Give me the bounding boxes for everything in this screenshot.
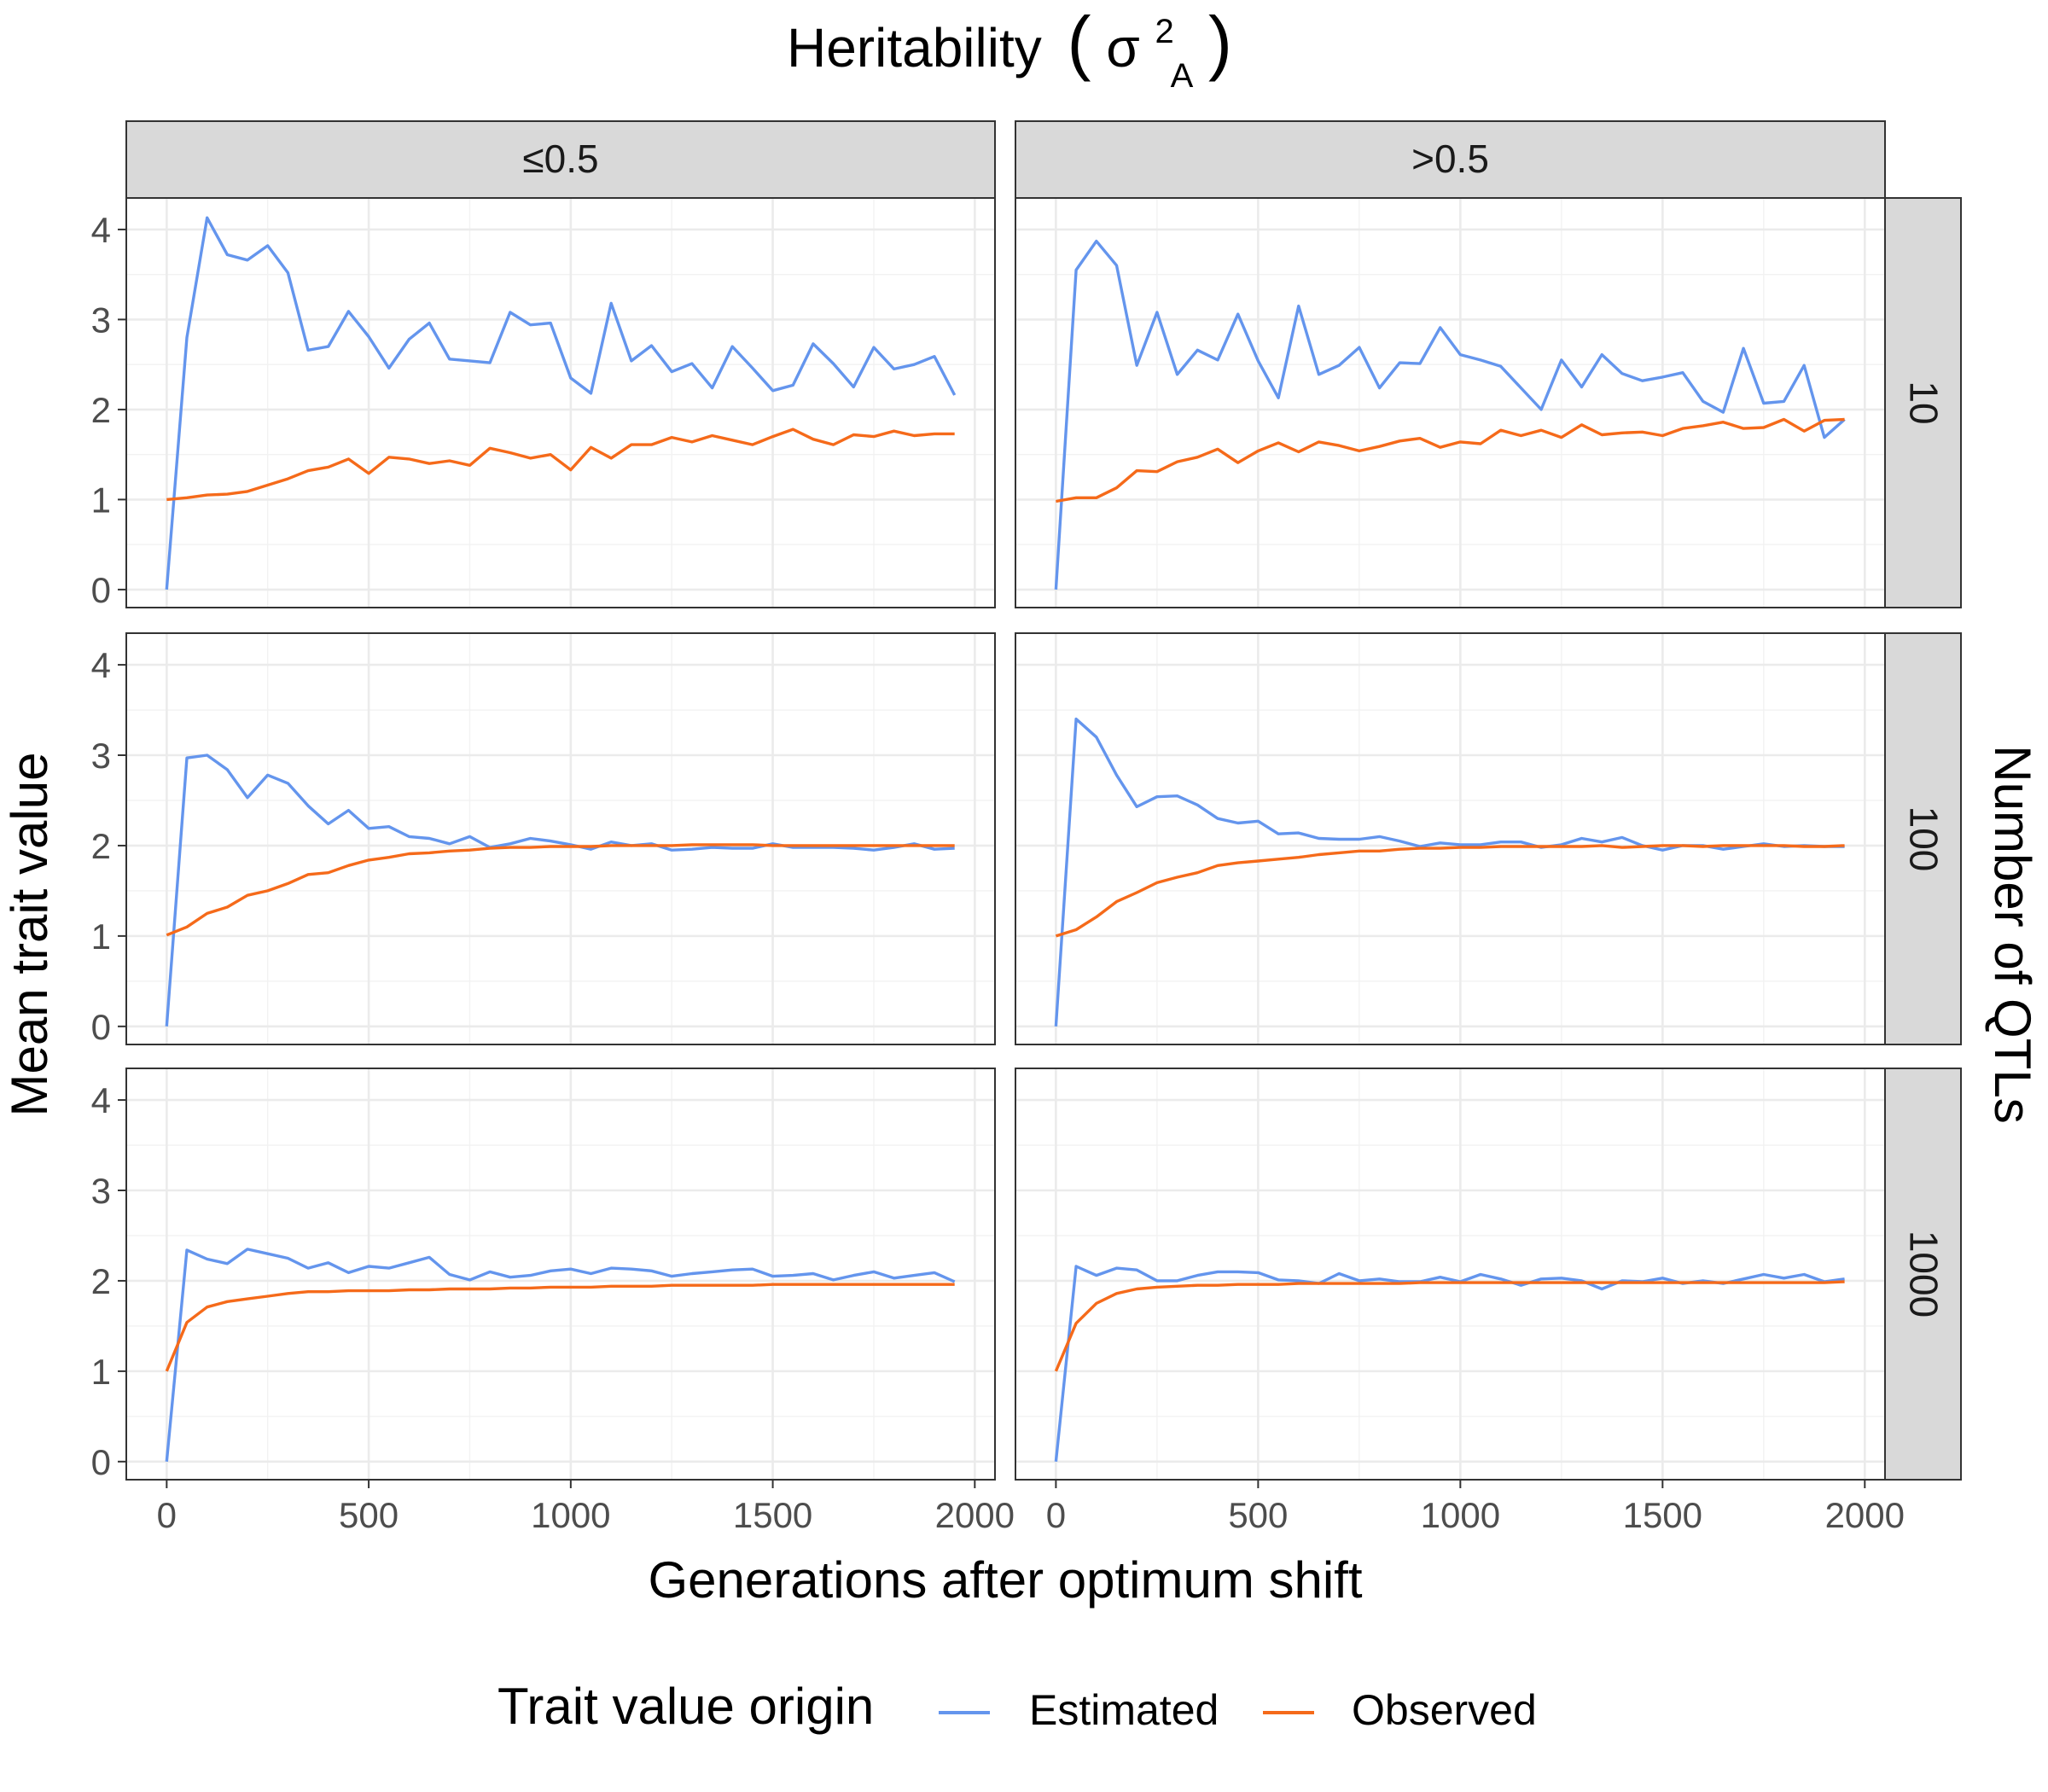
top-title-text: Heritability: [787, 17, 1042, 79]
panel-border: [1015, 632, 1886, 1045]
panel-5: 0 1 2 3 4 0 500 1000 1500 2000: [91, 1068, 1015, 1535]
series-line-observed: [165, 1283, 955, 1372]
panel-1: 0 1 2 3 4: [91, 197, 996, 610]
panel-background: [126, 1068, 995, 1480]
top-title-open-paren: (: [1068, 2, 1091, 82]
row-strip-3: [1884, 1068, 1962, 1481]
panel-3: 0 1 2 3 4: [91, 632, 996, 1047]
column-strip-label-2: >0.5: [1411, 137, 1489, 181]
column-strip-2: [1015, 120, 1886, 199]
x-axis-title: Generations after optimum shift: [648, 1551, 1362, 1609]
series-line-observed: [1055, 844, 1845, 938]
legend: Trait value origin Estimated Observed: [497, 1678, 1537, 1735]
y-tick-label: 3: [91, 1171, 111, 1211]
row-strip-label-3: 1000: [1902, 1231, 1946, 1318]
right-facet-title: Number of QTLs: [1984, 745, 2041, 1123]
x-tick-label: 1500: [733, 1495, 812, 1535]
y-tick-label: 0: [91, 570, 111, 610]
y-tick-label: 0: [91, 1442, 111, 1482]
series-line-estimated: [165, 753, 955, 1027]
panel-background: [126, 198, 995, 608]
y-tick-label: 4: [91, 645, 111, 685]
panel-border: [1015, 1068, 1886, 1481]
panel-background: [126, 633, 995, 1044]
x-tick-label: 500: [1228, 1495, 1288, 1535]
x-tick-label: 1000: [1421, 1495, 1500, 1535]
panel-background: [1015, 1068, 1885, 1480]
panel-2: [1015, 197, 1886, 608]
y-tick-label: 2: [91, 1261, 111, 1301]
top-title-symbol: σ: [1106, 17, 1140, 79]
top-title-superscript: 2: [1155, 13, 1174, 50]
y-tick-label: 2: [91, 390, 111, 430]
row-strip-label-2: 100: [1902, 806, 1946, 872]
legend-label-observed: Observed: [1352, 1686, 1537, 1734]
y-tick-label: 1: [91, 1352, 111, 1392]
x-tick-label: 0: [1046, 1495, 1066, 1535]
panel-background: [1015, 633, 1885, 1044]
series-line-observed: [166, 428, 955, 502]
panel-4: [1015, 632, 1886, 1045]
top-title-subscript: A: [1171, 57, 1194, 95]
x-tick-label: 1000: [531, 1495, 610, 1535]
series-line-estimated: [165, 216, 957, 591]
column-strip-label-1: ≤0.5: [522, 137, 598, 181]
y-tick-label: 4: [91, 1080, 111, 1120]
y-tick-label: 0: [91, 1007, 111, 1047]
top-title-close-paren: ): [1208, 2, 1232, 82]
panel-border: [1015, 197, 1886, 608]
panel-border: [125, 197, 996, 608]
series-line-estimated: [165, 1248, 956, 1462]
series-line-estimated: [1054, 239, 1846, 591]
panel-background: [1015, 198, 1885, 608]
x-tick-label: 500: [339, 1495, 399, 1535]
x-tick-label: 0: [157, 1495, 177, 1535]
y-tick-label: 1: [91, 916, 111, 957]
panel-border: [125, 632, 996, 1045]
x-tick-label: 1500: [1623, 1495, 1702, 1535]
y-tick-label: 2: [91, 826, 111, 866]
panel-6: 0 500 1000 1500 2000: [1015, 1068, 1905, 1535]
x-tick-label: 2000: [935, 1495, 1015, 1535]
legend-title: Trait value origin: [497, 1678, 874, 1735]
series-line-observed: [1056, 417, 1845, 503]
row-strip-2: [1884, 632, 1962, 1045]
x-tick-label: 2000: [1825, 1495, 1905, 1535]
legend-label-estimated: Estimated: [1029, 1686, 1219, 1734]
series-line-observed: [166, 843, 955, 937]
series-line-observed: [1054, 1280, 1845, 1372]
row-strip-label-1: 10: [1902, 381, 1946, 424]
y-tick-label: 1: [91, 480, 111, 520]
panel-border: [125, 1068, 996, 1481]
row-strip-1: [1884, 197, 1962, 608]
facet-panels: ≤0.5 >0.5 10 100 1000 0 1 2 3 4 0 1 2 3 4 0 1 2 3 4 0 500 1000…: [91, 120, 1962, 1535]
top-facet-title: Heritability ( σ 2 A ): [787, 0, 1232, 99]
y-tick-label: 4: [91, 210, 111, 250]
y-tick-label: 3: [91, 300, 111, 340]
y-tick-label: 3: [91, 736, 111, 776]
column-strip-1: [125, 120, 996, 199]
y-axis-title: Mean trait value: [1, 753, 58, 1117]
